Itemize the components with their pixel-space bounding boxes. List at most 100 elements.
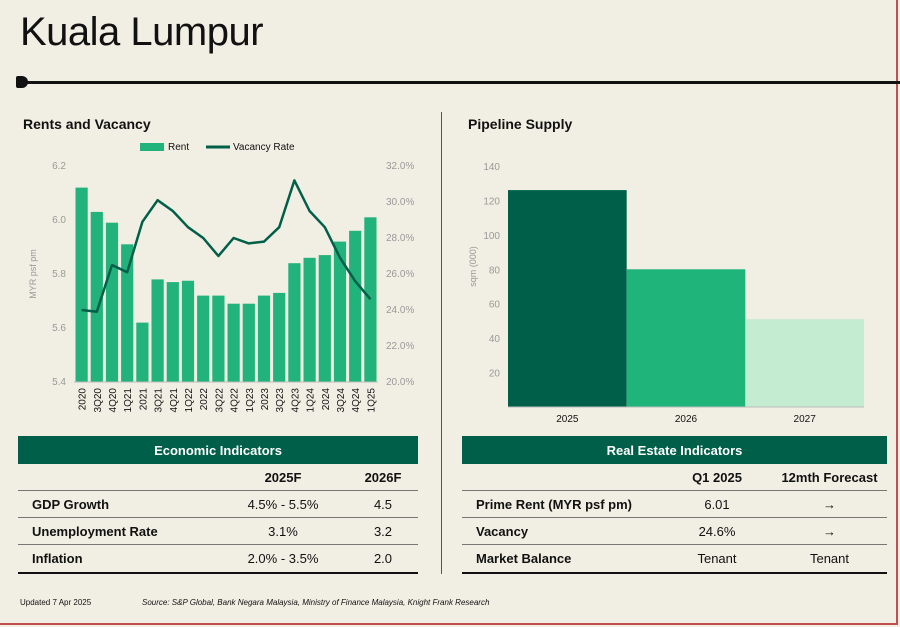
rent-bar	[303, 257, 316, 382]
realestate-column-header-row: Q1 2025 12mth Forecast	[462, 464, 887, 491]
x-tick-label: 3Q21	[154, 388, 165, 413]
x-tick-label: 4Q23	[290, 388, 301, 413]
x-tick-label: 4Q20	[108, 388, 119, 413]
rents-section-title: Rents and Vacancy	[23, 116, 151, 132]
forecast-arrow-icon: →	[823, 523, 836, 539]
x-tick-label: 2022	[199, 388, 210, 411]
row-label: Unemployment Rate	[32, 523, 158, 539]
row-label: Prime Rent (MYR psf pm)	[476, 496, 633, 512]
economic-col-2025: 2025F	[264, 469, 302, 485]
row-label: GDP Growth	[32, 496, 110, 512]
row-value: 3.1%	[268, 523, 298, 539]
x-tick-label: 2026	[675, 414, 698, 425]
y-tick-label: 60	[489, 300, 501, 311]
rent-bar	[288, 263, 301, 382]
x-tick-label: 1Q25	[366, 388, 377, 413]
table-row: Vacancy 24.6% →	[462, 518, 887, 545]
y-tick-label: 20	[489, 369, 501, 380]
rent-bar	[166, 282, 179, 382]
rent-bar	[349, 230, 362, 382]
legend-rent-swatch	[140, 143, 164, 151]
row-value: Tenant	[809, 551, 850, 566]
x-tick-label: 1Q22	[184, 388, 195, 413]
table-row: Unemployment Rate 3.1% 3.2	[18, 518, 418, 545]
row-label: Market Balance	[476, 551, 572, 566]
table-row: Prime Rent (MYR psf pm) 6.01 →	[462, 491, 887, 518]
supply-bar	[626, 269, 746, 407]
y-tick-label: 5.8	[52, 269, 66, 280]
row-value: 24.6%	[698, 523, 736, 539]
x-tick-label: 3Q24	[336, 388, 347, 413]
row-label: Vacancy	[476, 523, 529, 539]
y-axis-label: MYR psf pm	[28, 249, 38, 299]
rent-bar	[197, 295, 210, 382]
rent-bar	[364, 217, 377, 382]
rent-bar	[318, 255, 331, 382]
economic-col-2026: 2026F	[364, 469, 402, 485]
forecast-arrow-icon: →	[823, 496, 836, 512]
rent-bar	[151, 279, 164, 382]
source-note: Source: S&P Global, Bank Negara Malaysia…	[142, 598, 490, 607]
legend-vacancy-label: Vacancy Rate	[233, 142, 295, 153]
rent-bar	[121, 244, 134, 382]
rent-bar	[333, 241, 347, 382]
x-tick-label: 1Q23	[245, 388, 256, 413]
row-value: 4.5	[373, 496, 393, 512]
realestate-table-header: Real Estate Indicators	[462, 436, 887, 464]
rent-bar	[242, 303, 255, 382]
row-value: 2.0	[373, 551, 393, 566]
y2-tick-label: 28.0%	[386, 233, 414, 244]
economic-table-header: Economic Indicators	[18, 436, 418, 464]
rent-bar	[75, 187, 88, 382]
x-tick-label: 2025	[556, 414, 579, 425]
table-row: GDP Growth 4.5% - 5.5% 4.5	[18, 491, 418, 518]
pipeline-supply-chart: 20 40 60 80 100 120 140 sqm (000) 2025 2026 2027	[468, 162, 864, 425]
title-rule	[24, 81, 900, 84]
rents-vacancy-chart: Rent Vacancy Rate 5.4 5.6 5.8 6.0 6.2 20.0% 22.0…	[28, 142, 414, 413]
column-divider	[441, 112, 442, 574]
y-tick-label: 120	[483, 196, 500, 207]
x-tick-label: 2027	[794, 414, 817, 425]
y-tick-label: 140	[483, 162, 500, 173]
x-tick-label: 1Q24	[306, 388, 317, 413]
y-tick-label: 5.6	[52, 323, 66, 334]
y-tick-label: 6.0	[52, 215, 66, 226]
x-tick-label: 2021	[138, 388, 149, 411]
row-value: Tenant	[697, 551, 737, 566]
x-tick-label: 1Q21	[123, 388, 134, 413]
x-tick-label: 2024	[321, 388, 332, 411]
table-row: Market Balance Tenant Tenant	[462, 545, 887, 574]
y-tick-label: 80	[489, 265, 501, 276]
rent-bar	[90, 211, 103, 382]
x-tick-label: 3Q20	[93, 388, 104, 413]
legend-rent-label: Rent	[168, 142, 189, 153]
y-tick-label: 100	[483, 231, 500, 242]
rent-bar	[105, 222, 119, 382]
rent-bar	[181, 280, 195, 382]
row-value: 4.5% - 5.5%	[247, 496, 319, 512]
updated-date: Updated 7 Apr 2025	[20, 598, 92, 607]
supply-bar	[745, 319, 864, 407]
row-value: 2.0% - 3.5%	[247, 551, 319, 566]
title-rule-marker	[16, 76, 28, 88]
rent-bar	[257, 295, 271, 382]
x-tick-label: 4Q22	[230, 388, 241, 413]
row-value: 3.2	[373, 523, 393, 539]
x-tick-label: 2020	[78, 388, 89, 411]
supply-section-title: Pipeline Supply	[468, 116, 573, 132]
y2-tick-label: 30.0%	[386, 197, 414, 208]
y2-tick-label: 22.0%	[386, 341, 414, 352]
realestate-col-forecast: 12mth Forecast	[781, 469, 878, 485]
row-label: Inflation	[32, 551, 83, 566]
vacancy-rate-line	[81, 179, 372, 314]
realestate-col-q1: Q1 2025	[692, 469, 742, 485]
y-tick-label: 5.4	[52, 377, 66, 388]
rent-bar	[212, 295, 225, 382]
y-tick-label: 6.2	[52, 161, 66, 172]
y2-tick-label: 20.0%	[386, 377, 414, 388]
x-tick-label: 3Q23	[275, 388, 286, 413]
x-tick-label: 3Q22	[214, 388, 225, 413]
row-value: 6.01	[704, 496, 730, 512]
page-title: Kuala Lumpur	[20, 10, 264, 54]
